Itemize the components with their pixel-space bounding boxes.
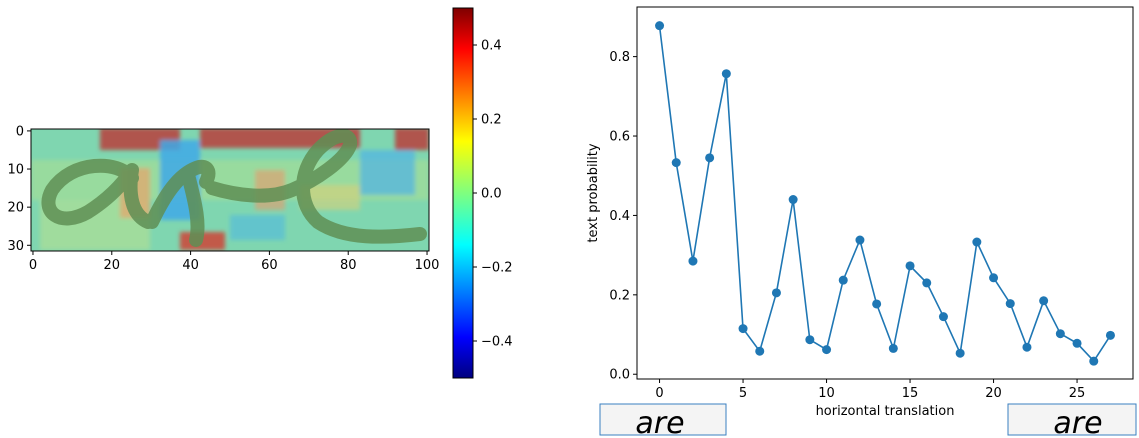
y-tick-label: 0.4 (609, 209, 630, 224)
line-chart-x-axis: 0 5 10 15 20 25 (655, 379, 1085, 401)
x-tick-label: 0 (655, 386, 663, 401)
data-point (705, 153, 715, 163)
data-point (771, 288, 781, 298)
x-tick-label: 25 (1069, 386, 1086, 401)
heatmap-image (31, 129, 429, 251)
data-point (938, 312, 948, 322)
x-axis-label: horizontal translation (816, 404, 955, 419)
y-tick-label: 0.6 (609, 130, 630, 145)
series-points (655, 21, 1115, 366)
heatmap-x-tick-label: 80 (340, 258, 357, 273)
data-point (888, 343, 898, 353)
data-point (755, 346, 765, 356)
data-point (1089, 356, 1099, 366)
thumbnail-left: are (599, 403, 727, 438)
heatmap-x-tick-label: 100 (415, 258, 440, 273)
colorbar-tick-label: −0.4 (481, 335, 513, 350)
data-point (855, 235, 865, 245)
heatmap-x-tick-label: 20 (104, 258, 121, 273)
line-chart-frame (636, 6, 1134, 380)
colorbar-tick-label: 0.2 (481, 113, 502, 128)
colorbar-tick-label: 0.0 (481, 187, 502, 202)
heatmap-panel: 0 20 40 60 80 100 0 10 20 30 (7, 124, 439, 273)
heatmap-y-tick-label: 20 (7, 201, 24, 216)
colorbar-gradient (452, 7, 474, 379)
data-point (1005, 299, 1015, 309)
data-point (671, 158, 681, 168)
colorbar: 0.4 0.2 0.0 −0.2 −0.4 (452, 7, 513, 379)
data-point (822, 345, 832, 355)
heatmap-y-tick-label: 0 (16, 124, 24, 139)
data-point (989, 273, 999, 283)
heatmap-y-tick-label: 10 (7, 163, 24, 178)
data-point (905, 261, 915, 271)
heatmap-x-tick-label: 40 (182, 258, 199, 273)
line-chart-panel: 0 5 10 15 20 25 0.0 0.2 0.4 0.6 0.8 horizontal tr… (586, 6, 1134, 419)
heatmap-y-axis: 0 10 20 30 (7, 124, 31, 254)
data-point (838, 275, 848, 285)
x-tick-label: 5 (739, 386, 747, 401)
colorbar-tick-label: −0.2 (481, 261, 513, 276)
data-point (788, 195, 798, 205)
heatmap-x-tick-label: 0 (29, 258, 37, 273)
heatmap-x-axis: 0 20 40 60 80 100 (29, 251, 440, 273)
data-point (1022, 342, 1032, 352)
thumbnail-right-text: are (1053, 406, 1102, 438)
y-tick-label: 0.2 (609, 288, 630, 303)
y-tick-label: 0.8 (609, 50, 630, 65)
data-point (1039, 296, 1049, 306)
data-point (972, 237, 982, 247)
data-point (1055, 329, 1065, 339)
data-point (805, 335, 815, 345)
data-point (872, 299, 882, 309)
data-point (688, 256, 698, 266)
data-point (1105, 330, 1115, 340)
series-line (658, 25, 1112, 363)
data-point (738, 324, 748, 334)
thumbnail-right: are (1007, 403, 1137, 438)
data-point (655, 21, 665, 31)
data-point (922, 278, 932, 288)
y-tick-label: 0.0 (609, 368, 630, 383)
y-axis-label: text probability (586, 143, 601, 242)
colorbar-tick-label: 0.4 (481, 39, 502, 54)
line-chart-y-axis: 0.0 0.2 0.4 0.6 0.8 (609, 50, 637, 383)
data-point (1072, 338, 1082, 348)
heatmap-y-tick-label: 30 (7, 239, 24, 254)
data-point (721, 69, 731, 79)
x-tick-label: 15 (902, 386, 919, 401)
x-tick-label: 10 (818, 386, 835, 401)
data-point (955, 348, 965, 358)
heatmap-x-tick-label: 60 (261, 258, 278, 273)
colorbar-ticks: 0.4 0.2 0.0 −0.2 −0.4 (473, 39, 513, 350)
x-tick-label: 20 (985, 386, 1002, 401)
thumbnail-left-text: are (635, 406, 684, 438)
